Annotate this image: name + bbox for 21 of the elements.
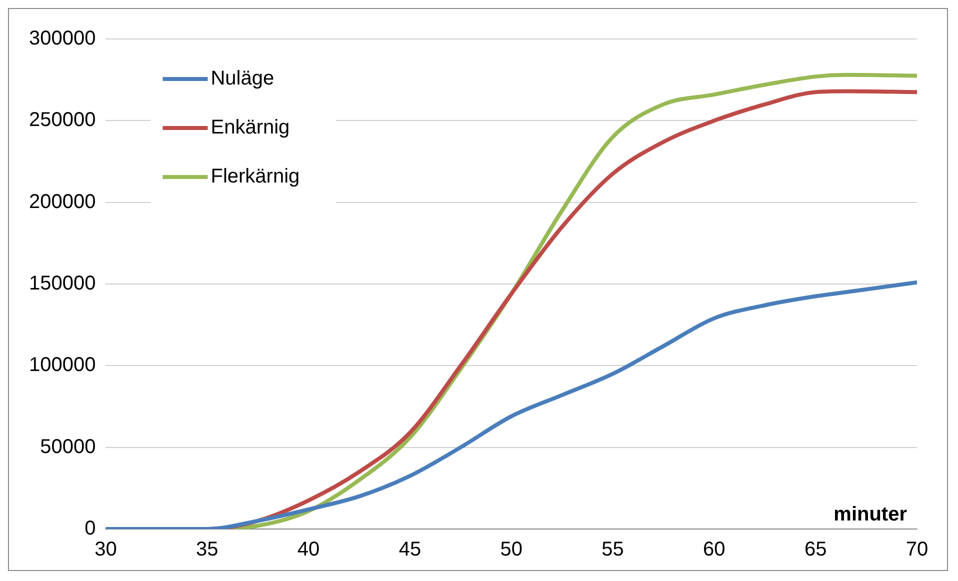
legend-label: Nuläge [210,68,274,90]
y-tick-label: 50000 [40,436,96,458]
x-axis-title: minuter [834,504,908,526]
y-tick-label: 150000 [28,272,96,295]
legend-label: Flerkärnig [210,166,300,188]
x-tick-label: 40 [297,538,320,561]
y-tick-label: 300000 [28,28,96,50]
x-tick-label: 70 [906,538,928,561]
x-tick-label: 65 [804,538,827,561]
x-tick-label: 55 [602,538,624,561]
y-tick-label: 250000 [28,109,96,132]
y-tick-label: 200000 [28,190,96,213]
y-tick-label: 0 [84,518,96,540]
line-series [106,280,917,529]
x-tick-label: 45 [398,538,422,561]
x-tick-label: 35 [196,538,218,561]
y-tick-label: 100000 [28,354,96,376]
x-tick-label: 50 [500,538,522,561]
legend-label: Enkärnig [210,116,290,139]
x-tick-label: 30 [94,538,117,561]
x-tick-label: 60 [703,538,726,561]
